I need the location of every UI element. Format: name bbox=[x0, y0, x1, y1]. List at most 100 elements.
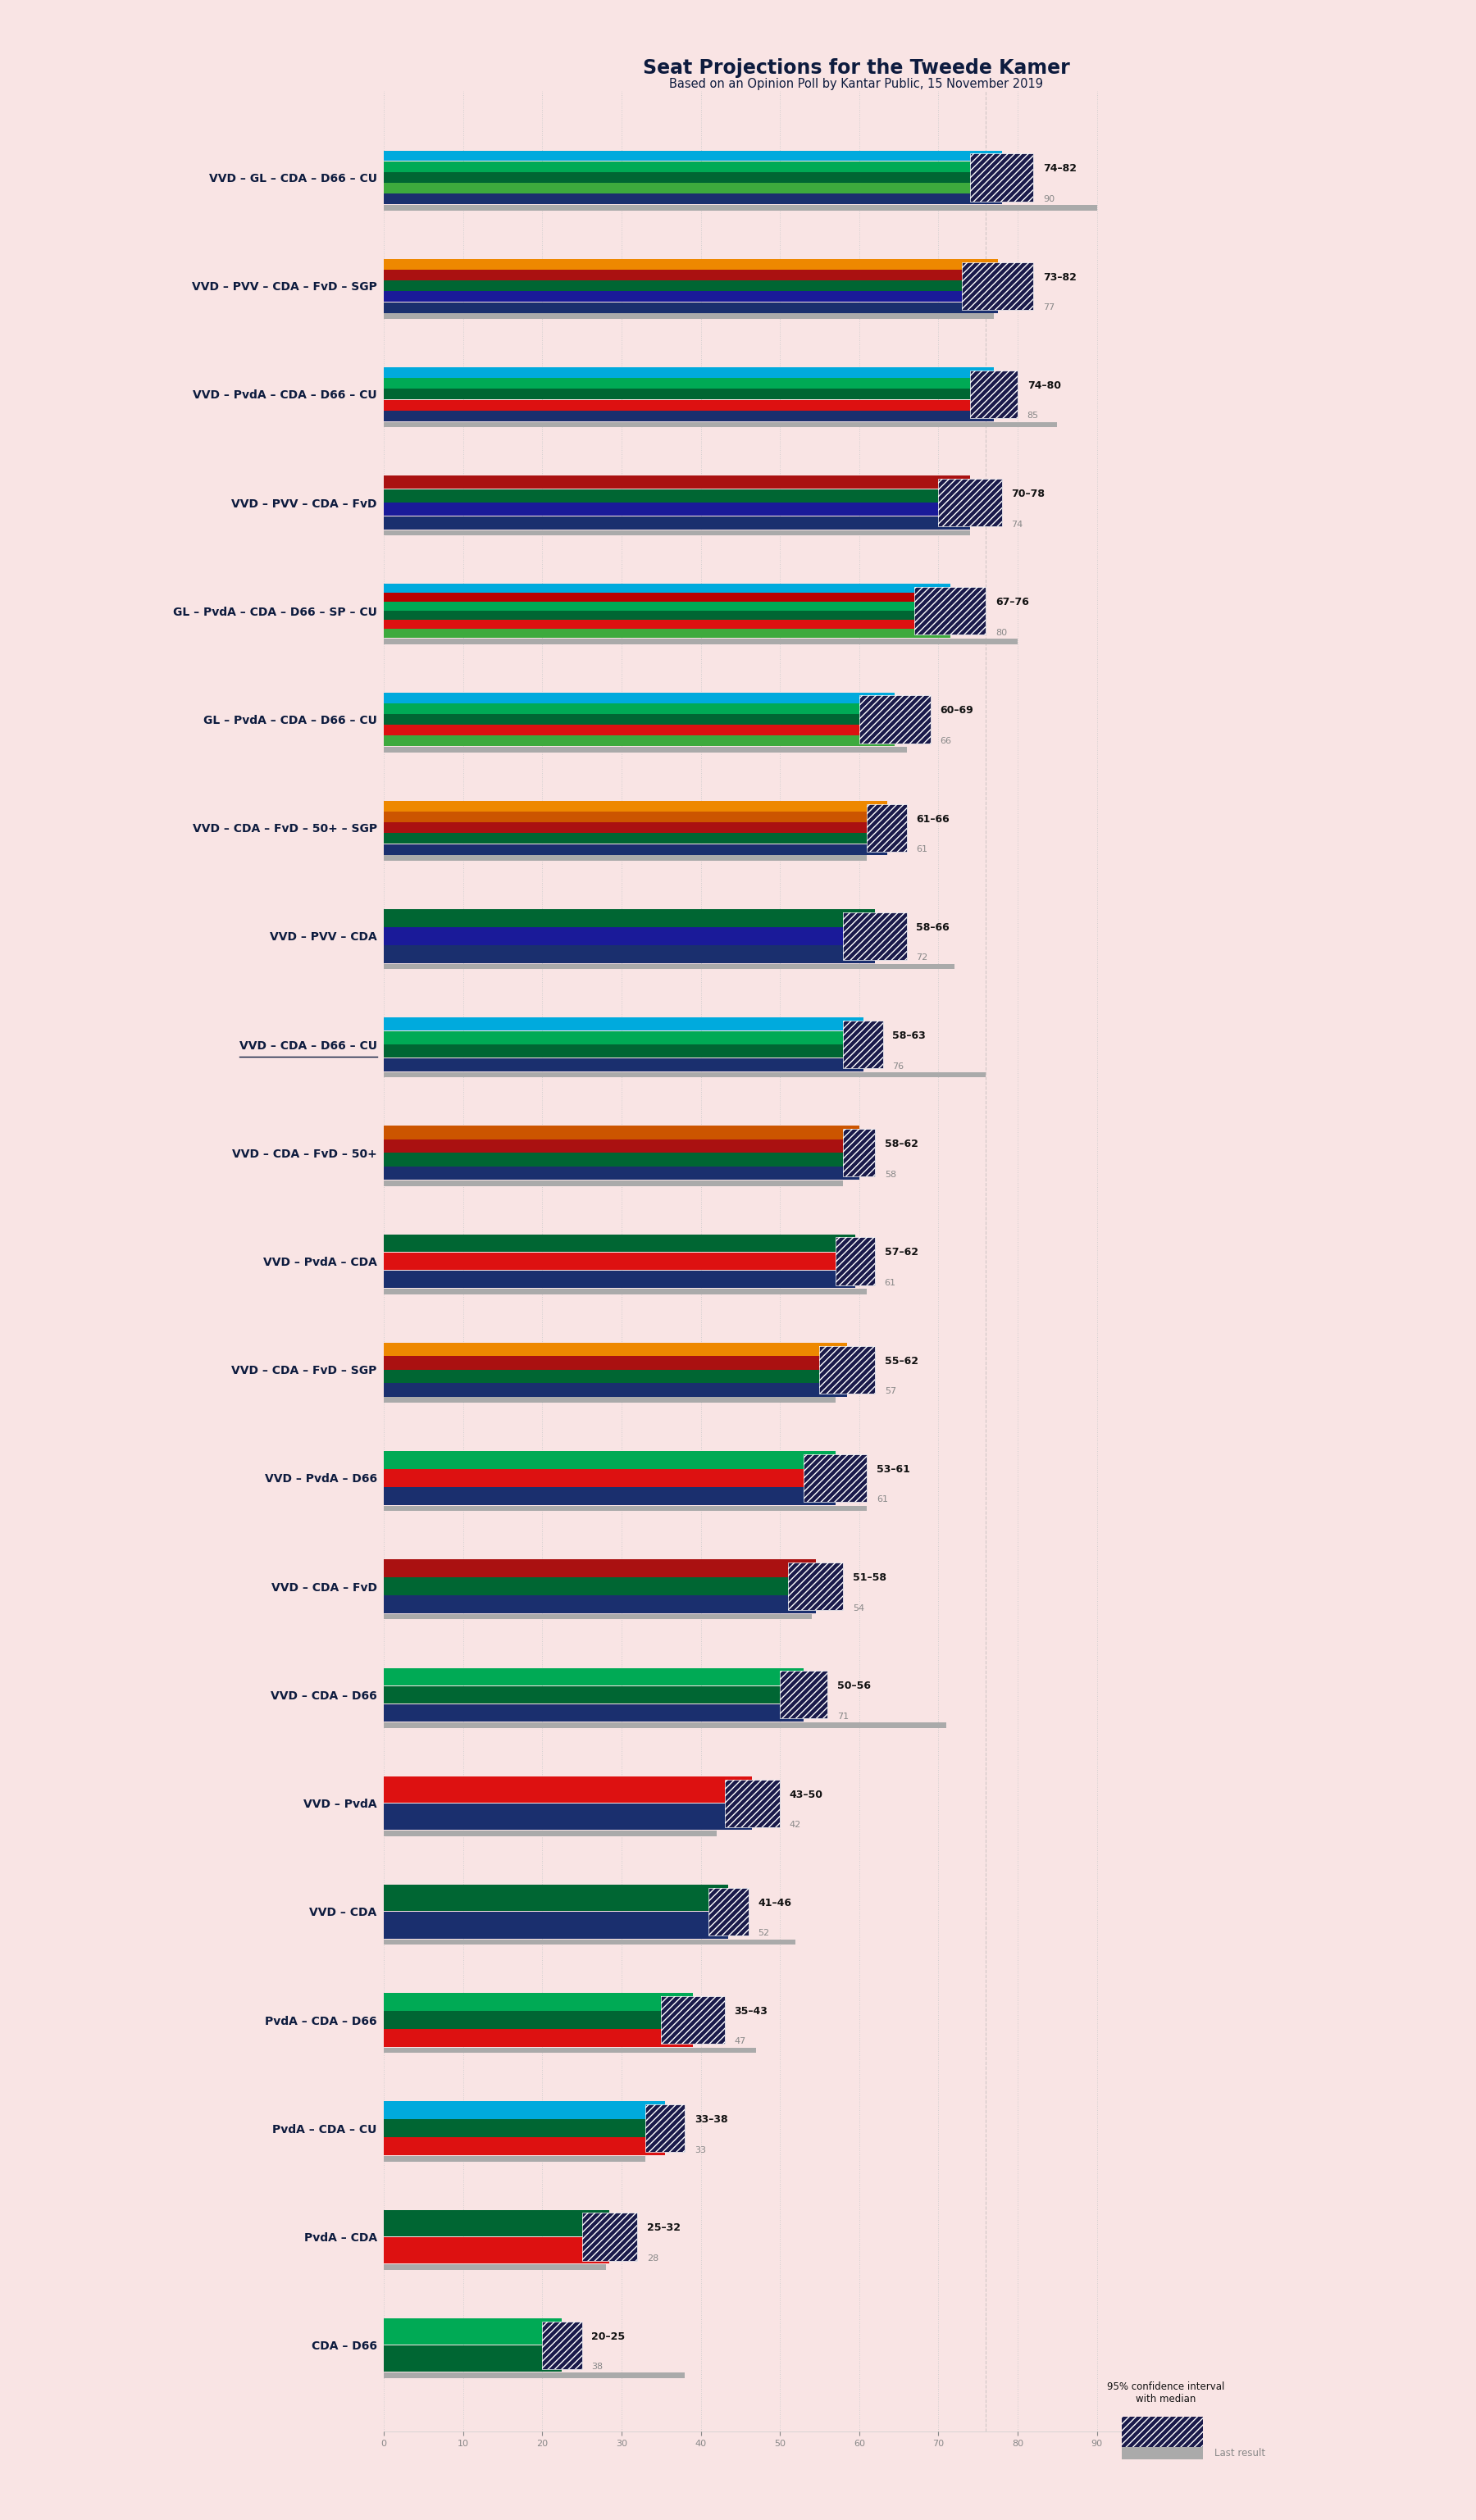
Bar bbox=[725, 1779, 779, 1827]
Bar bbox=[970, 154, 1033, 202]
Bar bbox=[384, 1071, 986, 1079]
Bar bbox=[866, 804, 906, 852]
Bar bbox=[384, 610, 951, 620]
Bar bbox=[384, 1724, 946, 1729]
Bar bbox=[384, 1154, 859, 1167]
Bar bbox=[384, 822, 887, 834]
Bar bbox=[384, 489, 970, 501]
Text: 77: 77 bbox=[1044, 302, 1055, 312]
Bar bbox=[384, 1686, 804, 1704]
Bar bbox=[384, 1031, 863, 1043]
Bar bbox=[542, 2321, 582, 2369]
Bar bbox=[384, 1126, 859, 1139]
Bar bbox=[384, 746, 906, 753]
Bar bbox=[725, 1779, 779, 1827]
Bar bbox=[384, 184, 1002, 194]
Bar bbox=[645, 2104, 685, 2152]
Text: 73–82: 73–82 bbox=[1044, 272, 1076, 282]
Bar bbox=[384, 292, 998, 302]
Text: 95% confidence interval
with median: 95% confidence interval with median bbox=[1107, 2381, 1225, 2404]
Bar bbox=[384, 1179, 843, 1187]
Bar bbox=[384, 280, 998, 292]
Bar bbox=[384, 517, 970, 529]
Bar bbox=[384, 529, 970, 537]
Text: 74–82: 74–82 bbox=[1044, 164, 1076, 174]
Bar bbox=[384, 713, 894, 726]
Text: 25–32: 25–32 bbox=[646, 2223, 680, 2233]
Bar bbox=[384, 204, 1097, 212]
Bar bbox=[384, 1270, 855, 1288]
Bar bbox=[384, 1343, 847, 1356]
Bar bbox=[384, 963, 955, 970]
Bar bbox=[835, 1237, 875, 1285]
Bar bbox=[384, 620, 951, 630]
Text: 71: 71 bbox=[837, 1714, 849, 1721]
Bar bbox=[819, 1346, 875, 1394]
Bar bbox=[384, 1452, 835, 1469]
Bar bbox=[843, 912, 906, 960]
Text: 35–43: 35–43 bbox=[734, 2006, 768, 2016]
Bar bbox=[939, 479, 1002, 527]
Bar bbox=[384, 1595, 816, 1613]
Text: 90: 90 bbox=[1044, 194, 1054, 204]
Bar bbox=[939, 479, 1002, 527]
Bar bbox=[804, 1454, 866, 1502]
Bar bbox=[384, 844, 887, 854]
Text: 55–62: 55–62 bbox=[884, 1356, 918, 1366]
Bar bbox=[384, 834, 887, 844]
Bar bbox=[384, 1396, 835, 1404]
Text: 51–58: 51–58 bbox=[853, 1572, 887, 1583]
Bar bbox=[384, 1578, 816, 1595]
Bar bbox=[384, 260, 998, 270]
Bar bbox=[384, 368, 993, 378]
Text: 47: 47 bbox=[734, 2039, 745, 2046]
Bar bbox=[384, 1288, 866, 1295]
Text: 61: 61 bbox=[884, 1278, 896, 1288]
Bar bbox=[866, 804, 906, 852]
Bar bbox=[962, 262, 1033, 310]
Bar bbox=[384, 2374, 685, 2379]
Bar bbox=[384, 161, 1002, 171]
Bar bbox=[384, 1235, 855, 1252]
Bar bbox=[843, 1021, 883, 1068]
Bar bbox=[843, 1129, 875, 1177]
Text: Last result: Last result bbox=[1215, 2447, 1266, 2460]
Bar bbox=[384, 630, 951, 638]
Text: 72: 72 bbox=[917, 953, 928, 963]
Bar bbox=[843, 1021, 883, 1068]
Bar bbox=[384, 1993, 692, 2011]
Bar bbox=[384, 2265, 605, 2271]
Bar bbox=[384, 378, 993, 388]
Bar bbox=[384, 1804, 753, 1830]
Bar bbox=[384, 736, 894, 746]
Text: 33: 33 bbox=[694, 2147, 706, 2155]
Bar bbox=[384, 1046, 863, 1058]
Bar bbox=[384, 801, 887, 811]
Bar bbox=[384, 1832, 716, 1837]
Bar bbox=[384, 811, 887, 822]
Text: 57–62: 57–62 bbox=[884, 1247, 918, 1257]
Bar bbox=[384, 2102, 666, 2119]
Bar bbox=[384, 1668, 804, 1686]
Bar bbox=[915, 587, 986, 635]
Text: 20–25: 20–25 bbox=[592, 2331, 624, 2341]
Bar bbox=[788, 1562, 843, 1610]
Text: 58–63: 58–63 bbox=[893, 1031, 925, 1041]
Bar bbox=[542, 2321, 582, 2369]
Bar bbox=[645, 2104, 685, 2152]
Text: 80: 80 bbox=[995, 627, 1007, 638]
Bar bbox=[788, 1562, 843, 1610]
Bar bbox=[384, 1613, 812, 1620]
Bar bbox=[384, 910, 875, 927]
Bar bbox=[859, 696, 930, 743]
Text: 85: 85 bbox=[1027, 411, 1039, 421]
Bar bbox=[384, 945, 875, 963]
Text: 61: 61 bbox=[917, 844, 928, 854]
Bar bbox=[384, 2119, 666, 2137]
Bar bbox=[384, 592, 951, 602]
Text: 70–78: 70–78 bbox=[1011, 489, 1045, 499]
Bar bbox=[384, 1940, 796, 1945]
Bar bbox=[859, 696, 930, 743]
Text: 76: 76 bbox=[893, 1061, 903, 1071]
Bar bbox=[384, 2029, 692, 2046]
